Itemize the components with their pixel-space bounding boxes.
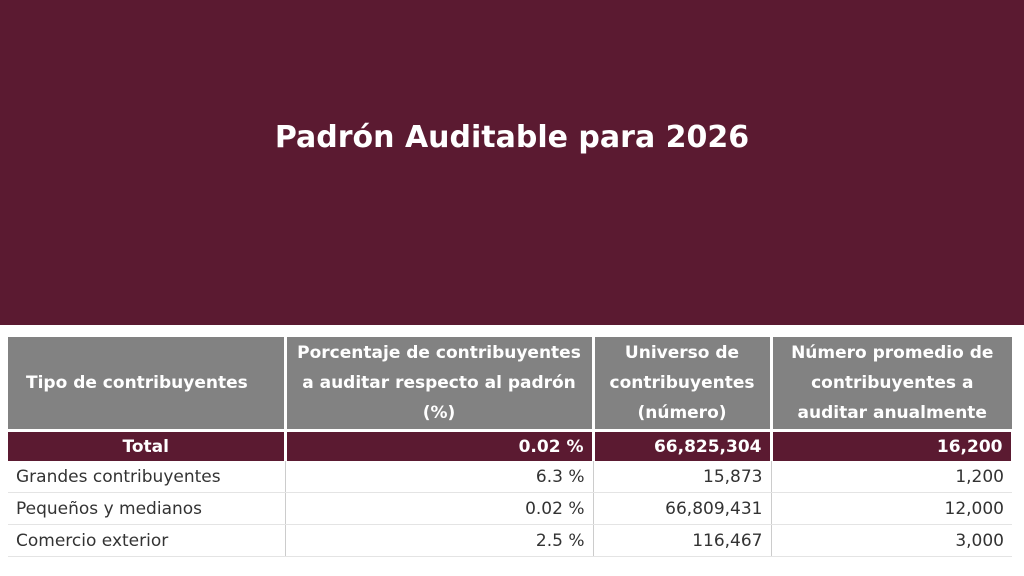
table-cell: 6.3 % (285, 461, 594, 493)
table-cell: 116,467 (593, 524, 772, 557)
table-row: Comercio exterior 2.5 % 116,467 3,000 (8, 524, 1012, 557)
table-row: Grandes contribuyentes 6.3 % 15,873 1,200 (8, 461, 1012, 493)
table-cell: Pequeños y medianos (8, 492, 286, 525)
total-cell: 66,825,304 (593, 429, 773, 461)
total-cell: 16,200 (771, 429, 1014, 461)
table-cell: 3,000 (771, 524, 1012, 557)
column-header: Tipo de contribuyentes (8, 337, 287, 431)
table-body: Total 0.02 % 66,825,304 16,200 Grandes contr… (8, 429, 1014, 557)
header-row: Tipo de contribuyentes Porcentaje de cont… (8, 337, 1012, 431)
table-cell: 15,873 (593, 461, 772, 493)
column-header: Número promedio de contribuyentes a audi… (771, 337, 1012, 431)
table-cell: Comercio exterior (8, 524, 286, 557)
total-cell: 0.02 % (285, 429, 595, 461)
title: Padrón Auditable para 2026 (274, 120, 750, 155)
total-row: Total 0.02 % 66,825,304 16,200 (8, 429, 1014, 461)
table-cell: 66,809,431 (593, 492, 772, 525)
table-cell: Grandes contribuyentes (8, 461, 286, 493)
table-cell: 0.02 % (285, 492, 594, 525)
column-header: Universo de contribuyentes (número) (593, 337, 773, 431)
table-cell: 1,200 (771, 461, 1012, 493)
title-band: Padrón Auditable para 2026 (0, 0, 1024, 325)
table-row: Pequeños y medianos 0.02 % 66,809,431 12,00… (8, 492, 1012, 525)
total-cell: Total (8, 429, 287, 461)
data-table: Tipo de contribuyentes Porcentaje de cont… (8, 337, 1014, 557)
column-header: Porcentaje de contribuyentes a auditar r… (285, 337, 595, 431)
table-cell: 2.5 % (285, 524, 594, 557)
table-cell: 12,000 (771, 492, 1012, 525)
